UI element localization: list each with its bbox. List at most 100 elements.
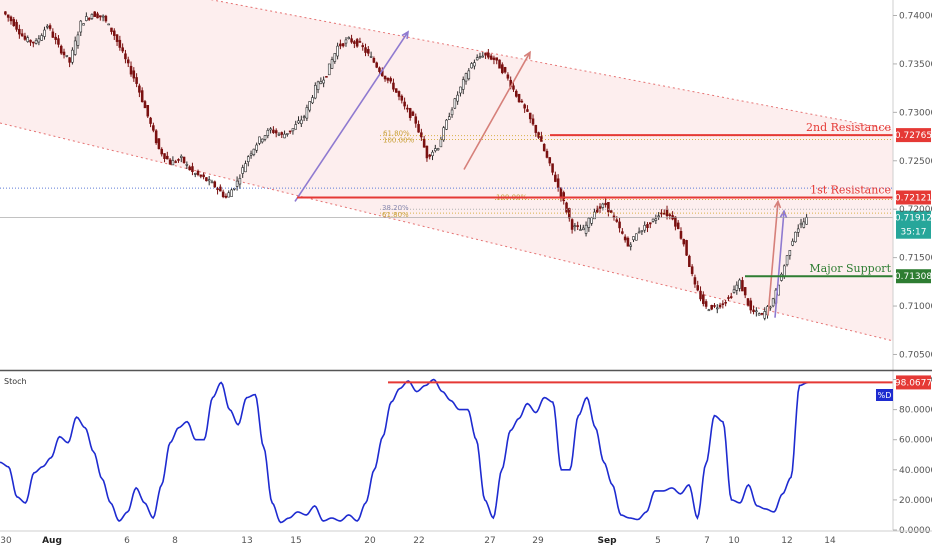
- candle-body: [375, 62, 378, 68]
- candle-body: [196, 170, 200, 175]
- time-tick-label: 10: [728, 536, 740, 546]
- candle-body: [506, 74, 510, 79]
- candle-body: [601, 203, 605, 208]
- candle-body: [160, 148, 164, 155]
- candle-body: [272, 129, 275, 133]
- trend-arrows: [294, 30, 788, 318]
- candle-body: [48, 25, 52, 29]
- level-1st-resistance[interactable]: 1st Resistance 0.72121: [297, 183, 932, 205]
- candle-body: [707, 309, 711, 312]
- candle-body: [57, 38, 60, 45]
- candle-body: [82, 23, 85, 26]
- candle-body: [467, 70, 471, 80]
- candle-body: [112, 30, 116, 36]
- level-label: 1st Resistance: [810, 183, 891, 196]
- candle-body: [434, 148, 437, 152]
- candle-body: [319, 81, 323, 85]
- candle-body: [439, 139, 443, 148]
- candle-body: [188, 166, 191, 171]
- candle-body: [450, 109, 454, 116]
- candle-body: [341, 43, 345, 47]
- candle-body: [350, 38, 353, 43]
- time-tick-label: 20: [364, 536, 376, 546]
- osc-tick-label: 80.0000: [899, 406, 932, 416]
- candle-body: [746, 298, 750, 306]
- candle-body: [124, 53, 127, 60]
- candle-body: [266, 130, 270, 137]
- candle-body: [394, 88, 398, 93]
- candle-body: [665, 209, 669, 217]
- candle-body: [760, 313, 764, 315]
- projection-arrow[interactable]: [774, 211, 785, 318]
- candle-body: [453, 98, 457, 109]
- candle-body: [277, 133, 281, 136]
- candle-body: [327, 63, 331, 76]
- candle-body: [353, 41, 356, 44]
- projection-arrow[interactable]: [767, 201, 779, 316]
- candle-body: [749, 300, 753, 311]
- candle-body: [478, 56, 482, 58]
- candle-body: [23, 35, 27, 40]
- level-price-text: 0.72121: [895, 193, 932, 203]
- candle-body: [121, 47, 124, 52]
- candle-body: [238, 178, 242, 185]
- candle-body: [735, 284, 739, 291]
- candle-body: [104, 15, 108, 22]
- candle-body: [629, 244, 633, 247]
- candle-body: [782, 265, 786, 277]
- candle-body: [93, 11, 97, 17]
- candle-body: [626, 237, 630, 247]
- channel-fill: [0, 0, 893, 341]
- candle-body: [554, 174, 557, 182]
- candle-body: [570, 219, 574, 230]
- candle-body: [333, 53, 337, 62]
- candle-body: [710, 304, 713, 310]
- candle-body: [408, 108, 412, 118]
- series-tag-box: [876, 389, 893, 401]
- candle-body: [43, 29, 46, 37]
- candle-body: [637, 231, 641, 234]
- level-2nd-resistance[interactable]: 2nd Resistance 0.72765: [550, 121, 932, 143]
- candle-body: [459, 86, 462, 94]
- level-major-support[interactable]: Major Support 0.71308: [745, 262, 932, 284]
- candle-body: [431, 151, 434, 157]
- candle-body: [648, 222, 652, 225]
- candle-body: [294, 124, 298, 130]
- candle-body: [79, 20, 83, 33]
- candle-body: [699, 290, 702, 300]
- candle-body: [280, 132, 284, 135]
- candle-body: [263, 135, 267, 140]
- candle-body: [367, 49, 370, 54]
- candle-body: [400, 95, 404, 101]
- stoch-d-line: [0, 378, 809, 524]
- time-tick-label: Sep: [597, 536, 617, 546]
- stoch-value-box: [896, 375, 931, 390]
- candle-body: [378, 67, 381, 72]
- candle-body: [96, 13, 99, 19]
- candlesticks: [4, 11, 808, 321]
- candle-body: [389, 78, 392, 82]
- candle-body: [344, 39, 348, 44]
- current-price-box: [896, 210, 931, 239]
- candle-body: [442, 127, 445, 141]
- candle-body: [330, 59, 334, 69]
- candle-body: [199, 174, 203, 177]
- candle-body: [428, 154, 432, 157]
- candle-body: [224, 195, 228, 198]
- candle-body: [210, 181, 214, 184]
- channel-lower-line[interactable]: [0, 122, 893, 342]
- candle-body: [26, 37, 30, 42]
- fib-label: 100.00%: [383, 136, 414, 144]
- projection-arrow[interactable]: [294, 31, 409, 202]
- candle-body: [258, 136, 261, 144]
- candle-body: [364, 47, 367, 53]
- candle-body: [202, 174, 205, 178]
- price-tick-label: 0.70500: [899, 350, 932, 360]
- projection-arrow[interactable]: [463, 51, 531, 170]
- candle-body: [138, 85, 141, 93]
- candle-body: [241, 167, 244, 174]
- level-price-text: 0.71308: [895, 272, 932, 282]
